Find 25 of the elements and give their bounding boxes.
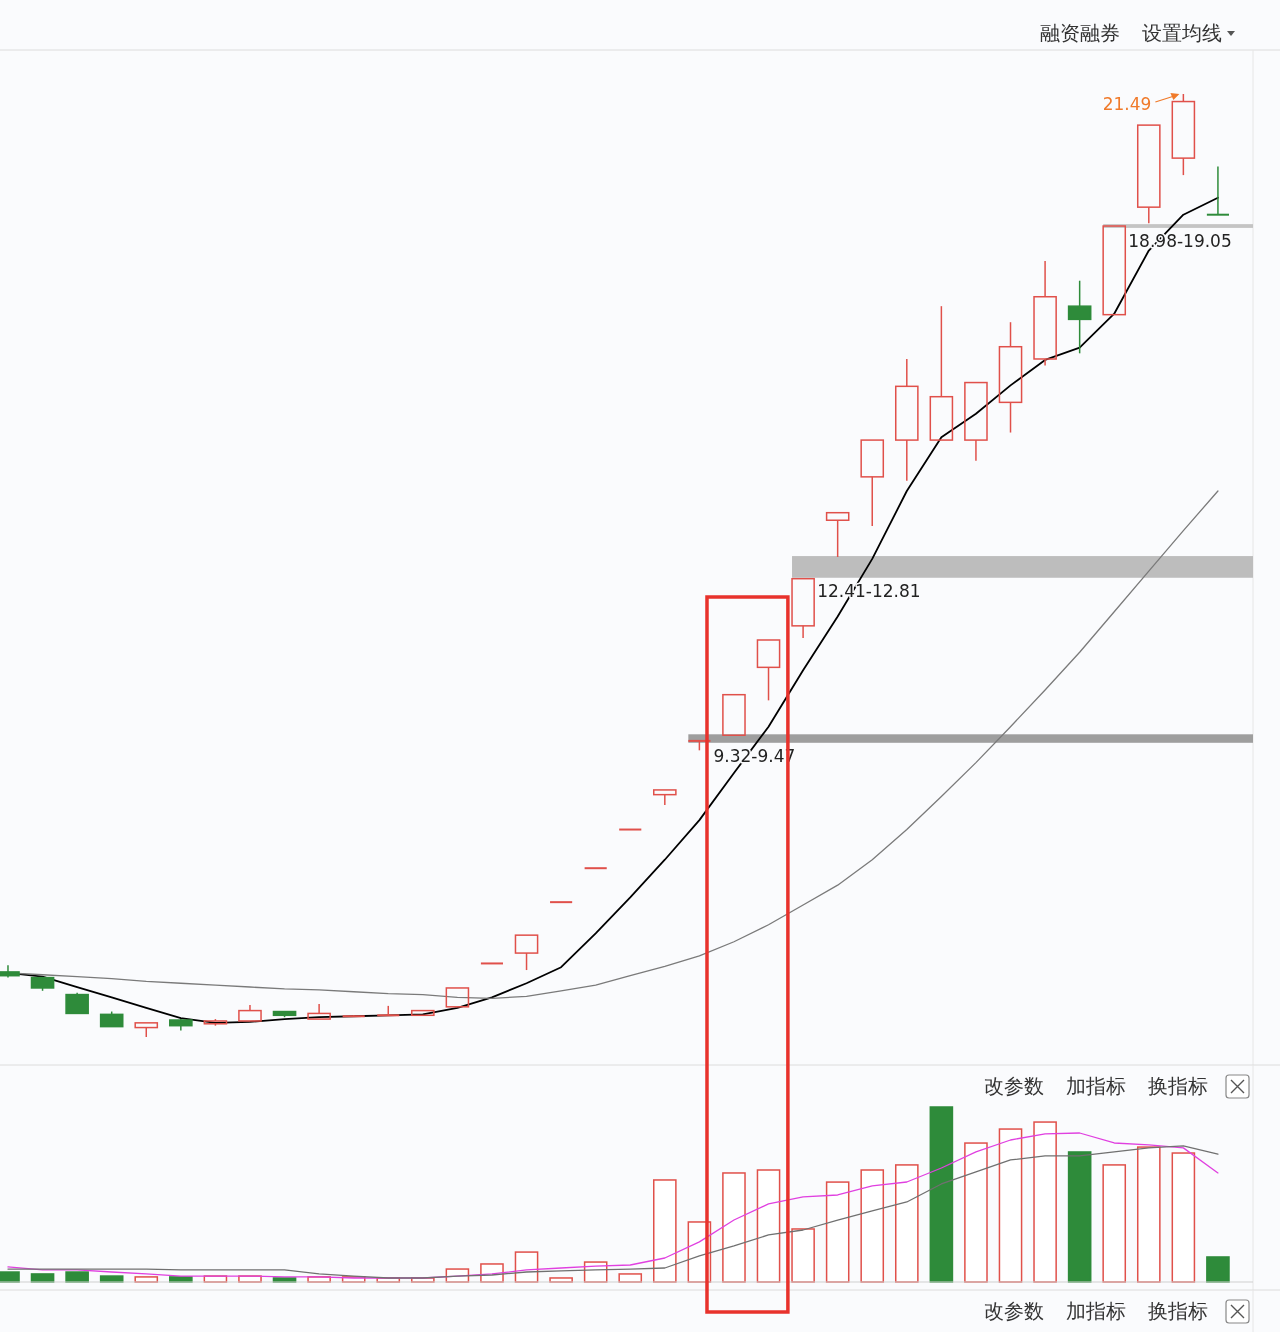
bar <box>1102 1164 1127 1283</box>
bar <box>1067 1151 1092 1283</box>
text: 改参数 <box>984 1299 1044 1323</box>
annotation: 21.49 <box>1102 94 1152 114</box>
bar <box>1171 1152 1196 1283</box>
bar <box>825 1181 850 1283</box>
bar <box>756 1169 781 1283</box>
bar <box>653 1179 677 1283</box>
bar <box>998 1128 1023 1283</box>
text: 设置均线 <box>1142 21 1222 45</box>
bar <box>964 1142 988 1283</box>
text: 换指标 <box>1148 1074 1208 1098</box>
text: 换指标 <box>1148 1299 1208 1323</box>
bar <box>860 1169 885 1283</box>
text: 改参数 <box>984 1074 1044 1098</box>
bar <box>1033 1121 1057 1283</box>
text: 加指标 <box>1066 1299 1126 1323</box>
bar <box>791 1228 815 1283</box>
bar <box>929 1106 954 1283</box>
bar <box>1136 1146 1161 1283</box>
bar <box>1206 1256 1230 1283</box>
text: 加指标 <box>1066 1074 1126 1098</box>
bar <box>894 1164 919 1283</box>
bar <box>722 1172 746 1283</box>
text: 融资融券 <box>1040 21 1120 45</box>
